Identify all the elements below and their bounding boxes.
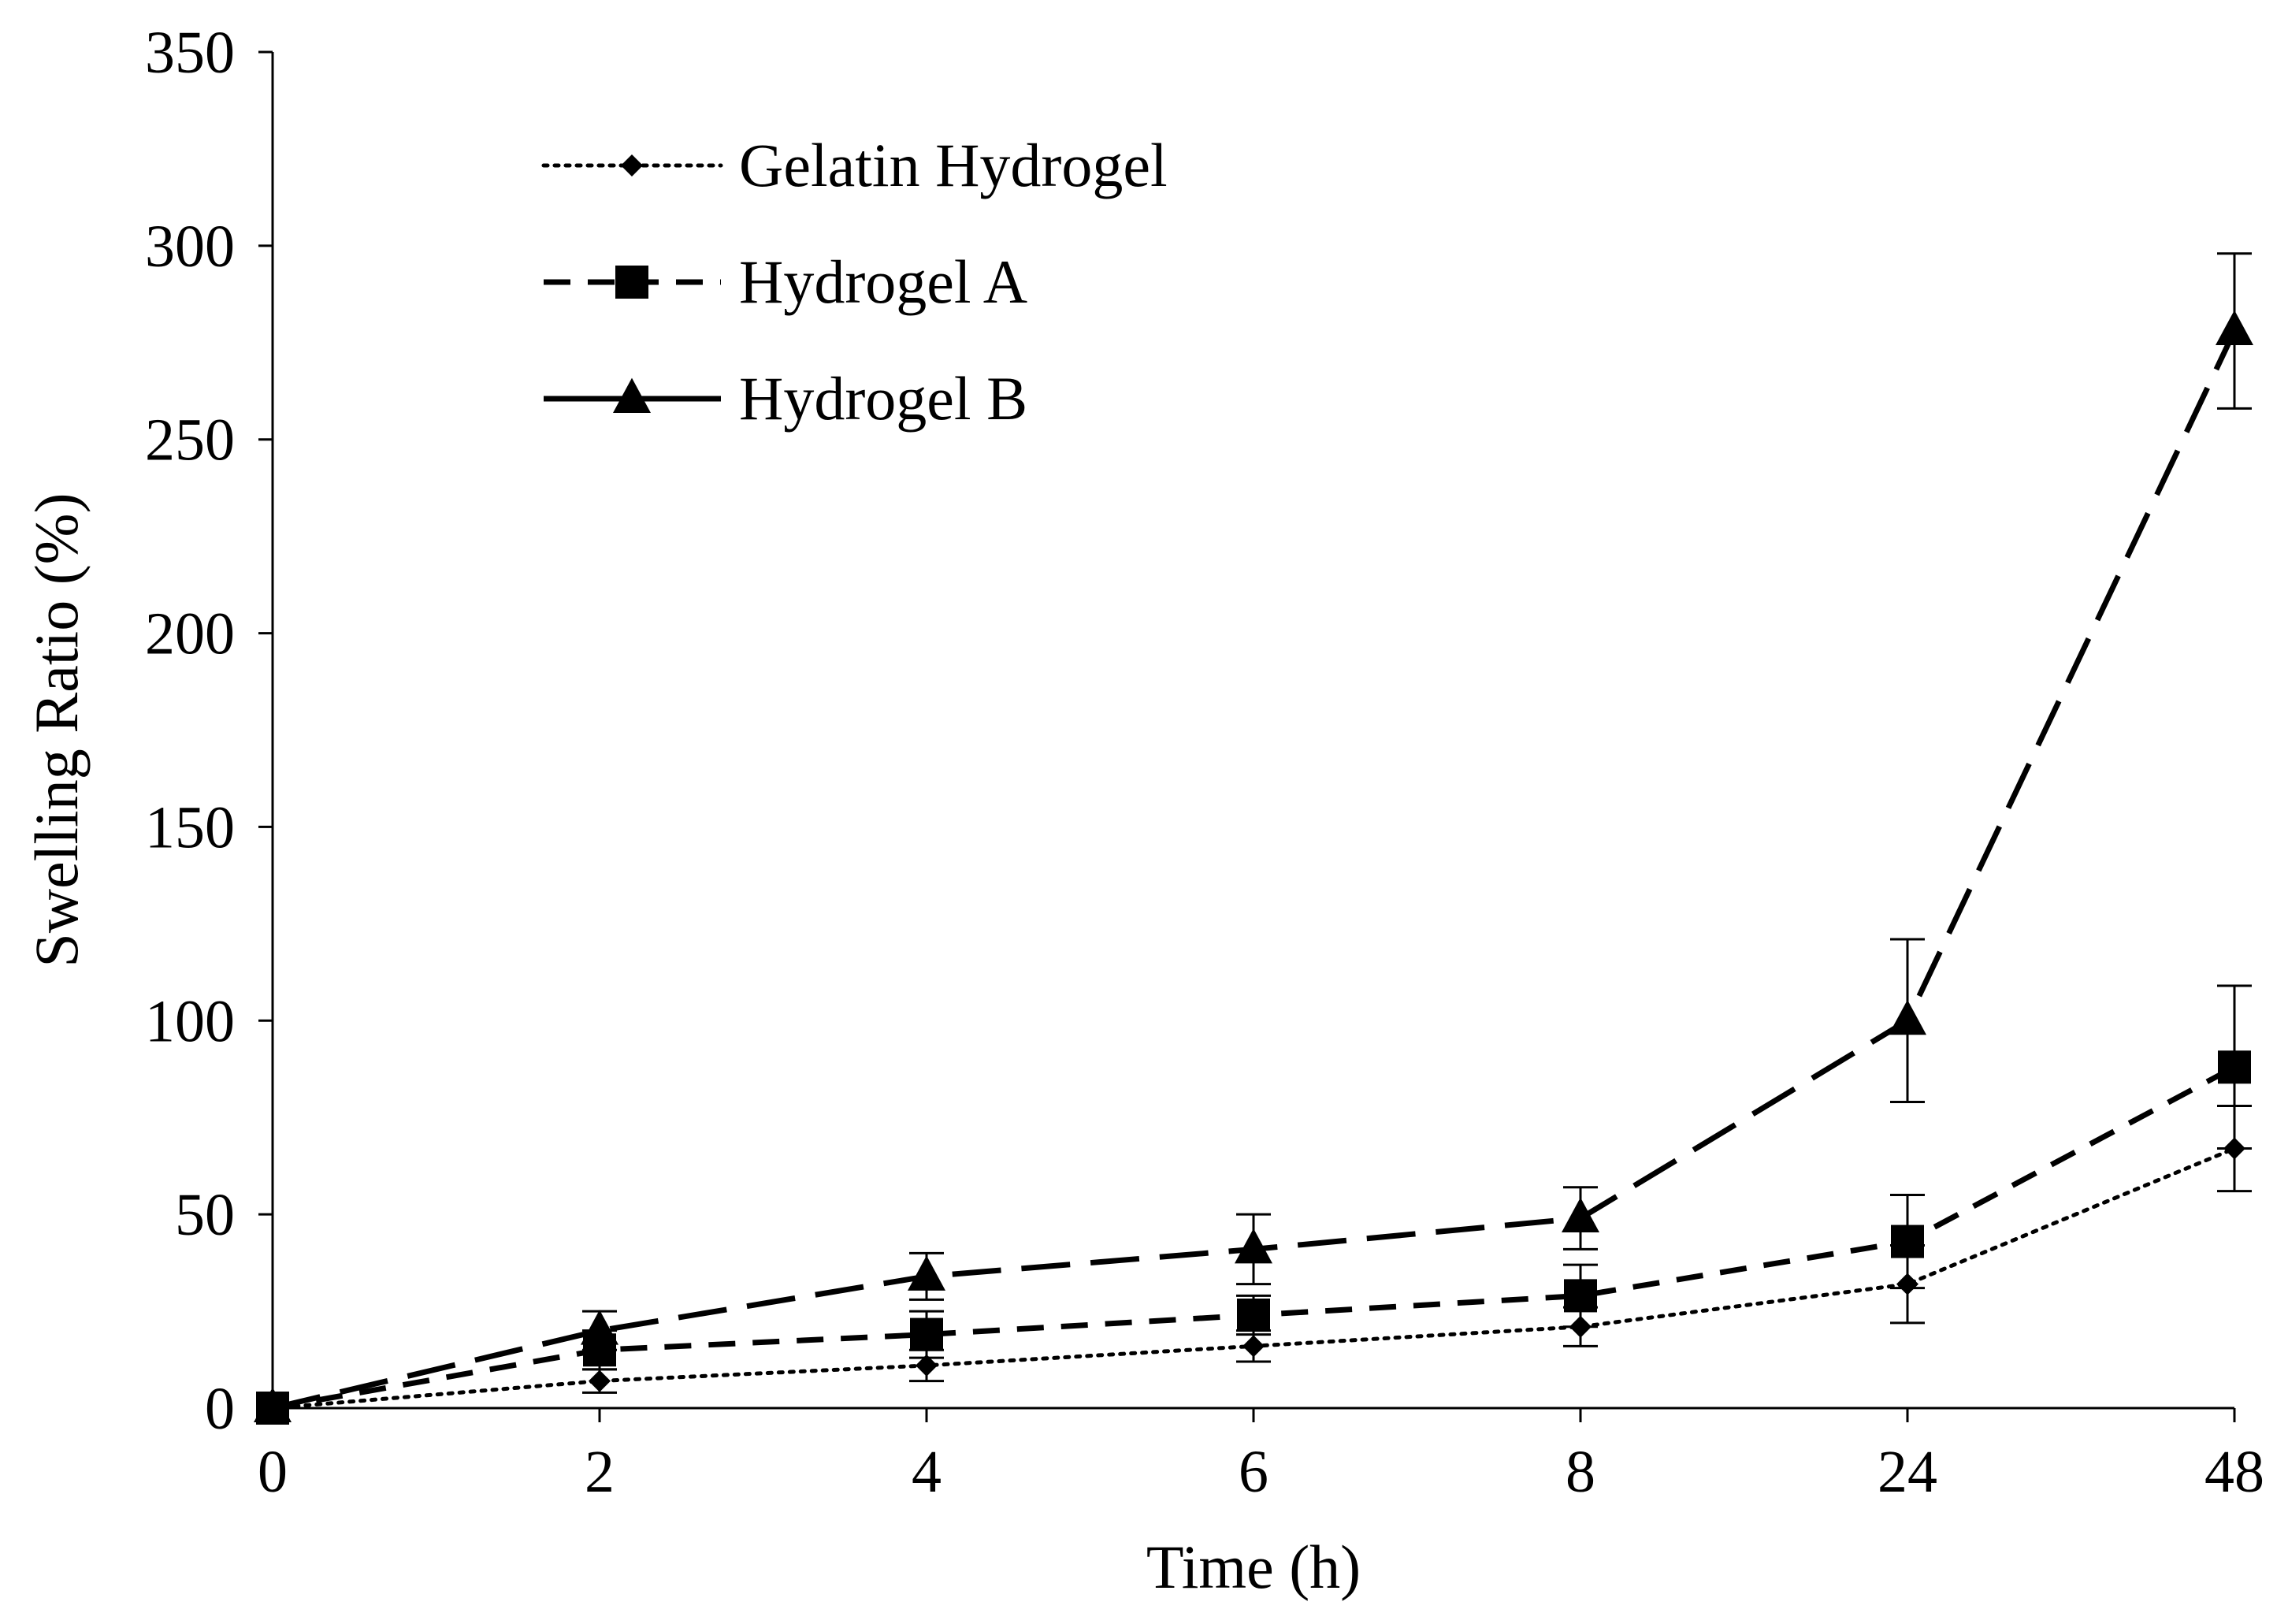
x-tick-label: 48 bbox=[2204, 1439, 2264, 1505]
x-axis-title: Time (h) bbox=[1146, 1533, 1361, 1601]
legend-marker bbox=[615, 266, 648, 299]
legend-label: Gelatin Hydrogel bbox=[739, 131, 1168, 199]
data-point bbox=[916, 1354, 938, 1377]
data-point bbox=[908, 1255, 945, 1291]
data-point bbox=[2216, 310, 2253, 346]
y-tick-label: 50 bbox=[175, 1182, 235, 1248]
y-tick-label: 250 bbox=[145, 407, 235, 474]
y-tick-label: 150 bbox=[145, 794, 235, 860]
y-tick-label: 0 bbox=[205, 1376, 235, 1442]
data-point bbox=[2218, 1050, 2251, 1084]
y-tick-label: 100 bbox=[145, 988, 235, 1054]
data-point bbox=[254, 1387, 292, 1422]
x-tick-label: 2 bbox=[585, 1439, 615, 1505]
x-tick-label: 6 bbox=[1239, 1439, 1268, 1505]
y-tick-label: 300 bbox=[145, 214, 235, 280]
legend-entry: Gelatin Hydrogel bbox=[541, 131, 1168, 199]
series-hydrogel-b bbox=[254, 252, 2253, 1422]
legend-label: Hydrogel B bbox=[739, 364, 1027, 433]
legend-label: Hydrogel A bbox=[739, 247, 1027, 316]
data-point bbox=[589, 1369, 611, 1392]
x-tick-label: 8 bbox=[1566, 1439, 1595, 1505]
data-point bbox=[1562, 1197, 1599, 1233]
data-point bbox=[1235, 1228, 1272, 1264]
data-point bbox=[1242, 1335, 1265, 1358]
legend: Gelatin Hydrogel Hydrogel A Hydrogel B bbox=[541, 131, 1168, 433]
y-tick-label: 350 bbox=[145, 20, 235, 86]
data-point bbox=[910, 1317, 943, 1351]
legend-marker bbox=[621, 154, 643, 177]
legend-entry: Hydrogel A bbox=[544, 247, 1027, 316]
data-point bbox=[1564, 1279, 1597, 1313]
legend-entry: Hydrogel B bbox=[544, 364, 1027, 433]
x-tick-label: 4 bbox=[912, 1439, 942, 1505]
data-point bbox=[1891, 1225, 1924, 1258]
y-tick-label: 200 bbox=[145, 601, 235, 667]
data-point bbox=[1889, 999, 1926, 1035]
y-axis-title: Swelling Ratio (%) bbox=[22, 492, 91, 967]
x-tick-label: 0 bbox=[258, 1439, 288, 1505]
data-point bbox=[1237, 1298, 1270, 1332]
x-tick-label: 24 bbox=[1878, 1439, 1937, 1505]
data-series bbox=[254, 252, 2253, 1425]
legend-marker bbox=[613, 377, 651, 413]
data-point bbox=[581, 1310, 618, 1345]
